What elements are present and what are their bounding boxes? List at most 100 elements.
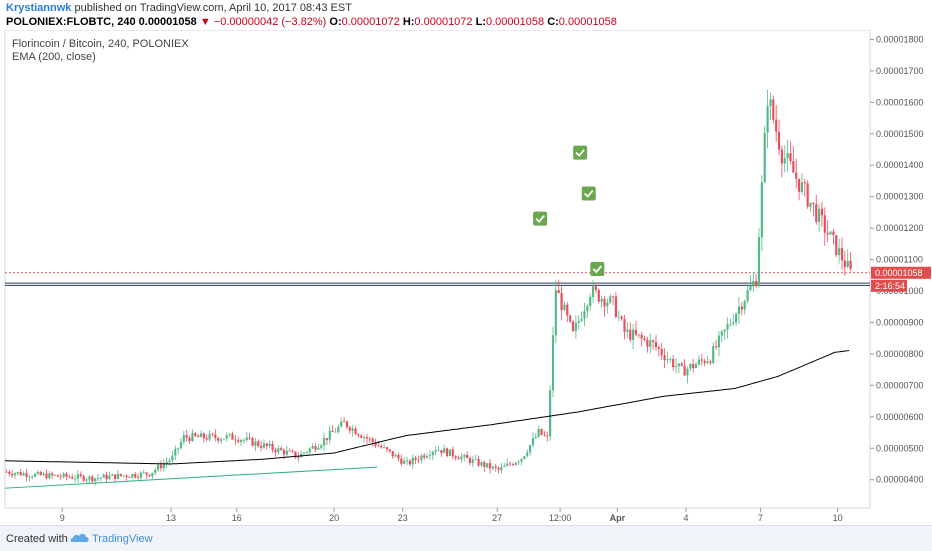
candle-body: [757, 237, 761, 287]
candle-body: [280, 448, 283, 451]
candle-body: [131, 474, 134, 478]
candle-body: [177, 447, 180, 449]
candle-body: [434, 450, 437, 452]
candle-body: [265, 443, 268, 446]
candle-body: [569, 315, 572, 322]
last-price: 0.00001058: [138, 16, 197, 28]
candle-body: [320, 445, 323, 448]
candle-body: [311, 445, 314, 449]
footer: Created with TradingView: [0, 525, 932, 551]
candle-body: [649, 340, 652, 347]
quote-line: POLONIEX:FLOBTC, 240 0.00001058 ▼ −0.000…: [6, 16, 617, 28]
candle-body: [260, 445, 263, 448]
candle-body: [231, 433, 234, 440]
candle-body: [337, 426, 340, 432]
candle-body: [99, 477, 102, 479]
candle-body: [526, 452, 529, 456]
candle-body: [466, 454, 469, 459]
candle-body: [391, 451, 394, 457]
candle-body: [308, 448, 311, 453]
candle-body: [417, 459, 420, 461]
candle-body: [105, 474, 108, 480]
candle-body: [205, 438, 208, 440]
published-text: published on TradingView.com, April 10, …: [74, 2, 352, 14]
candle-body: [786, 153, 789, 159]
candle-body: [79, 474, 82, 476]
price-change: −0.00000042 (−3.82%): [213, 16, 327, 28]
candle-body: [248, 437, 251, 439]
candle-body: [374, 442, 377, 446]
candle-body: [53, 475, 57, 476]
candle-body: [380, 445, 383, 448]
candle-body: [683, 365, 686, 376]
candle-body: [506, 463, 509, 466]
candle-body: [31, 476, 34, 478]
candle-body: [577, 320, 580, 323]
candle-body: [680, 363, 683, 366]
candle-body: [803, 182, 806, 184]
candle-body: [354, 428, 357, 435]
candle-body: [669, 359, 672, 360]
candle-body: [234, 439, 237, 441]
candle-body: [586, 305, 589, 312]
candle-body: [632, 329, 635, 340]
candle-body: [537, 428, 540, 437]
y-tick-label: 0.00000800: [876, 349, 924, 359]
candle-body: [766, 106, 769, 133]
ohlc-low: L:0.00001058: [475, 16, 545, 28]
candle-body: [185, 435, 188, 438]
candle-body: [388, 449, 391, 452]
candle-body: [188, 437, 191, 442]
candle-body: [609, 296, 612, 303]
y-tick-label: 0.00000900: [876, 317, 924, 327]
candle-body: [111, 474, 114, 476]
candle-body: [365, 437, 369, 439]
candle-body: [806, 183, 809, 207]
candle-body: [297, 457, 300, 458]
candle-body: [423, 455, 426, 458]
y-tick-label: 0.00001800: [876, 34, 924, 44]
candle-body: [51, 473, 54, 476]
candle-body: [629, 329, 632, 340]
candle-body: [480, 462, 483, 466]
tradingview-brand[interactable]: TradingView: [92, 533, 153, 545]
candle-body: [463, 454, 466, 457]
candle-body: [302, 452, 306, 454]
chart-area[interactable]: 0.00001800 0.00001700 0.00001600 0.00001500…: [0, 30, 932, 525]
y-tick-label: 0.00001700: [876, 66, 924, 76]
y-tick-label: 0.00001300: [876, 192, 924, 202]
candle-body: [13, 473, 17, 476]
candle-body: [328, 430, 331, 441]
candle-body: [714, 346, 718, 348]
candle-body: [508, 463, 512, 465]
candle-body: [457, 458, 460, 460]
candlestick-chart[interactable]: 0.00001800 0.00001700 0.00001600 0.00001500…: [0, 30, 932, 525]
legend-indicator[interactable]: EMA (200, close): [12, 51, 96, 63]
candle-body: [832, 231, 835, 236]
check-icon: [533, 211, 548, 226]
y-tick-label: 0.00001200: [876, 223, 924, 233]
candle-body: [65, 473, 68, 477]
x-tick-label: 13: [166, 513, 176, 523]
candle-body: [574, 322, 577, 331]
candle-body: [139, 472, 143, 478]
candle-body: [540, 428, 543, 435]
candle-body: [797, 178, 801, 192]
candle-body: [96, 477, 100, 479]
candle-body: [383, 447, 386, 448]
author-link[interactable]: Krystiannwk: [6, 2, 72, 14]
candle-body: [448, 449, 452, 456]
candle-body: [763, 132, 766, 183]
candle-body: [363, 437, 366, 438]
candle-body: [626, 329, 629, 332]
candle-body: [514, 462, 517, 465]
y-tick-label: 0.00000600: [876, 412, 924, 422]
candle-body: [225, 435, 228, 439]
candle-body: [405, 460, 409, 462]
candle-body: [11, 473, 14, 476]
candle-body: [197, 435, 200, 438]
candle-body: [403, 460, 406, 464]
candle-body: [305, 452, 308, 454]
candle-body: [597, 290, 600, 302]
candle-body: [268, 443, 271, 446]
